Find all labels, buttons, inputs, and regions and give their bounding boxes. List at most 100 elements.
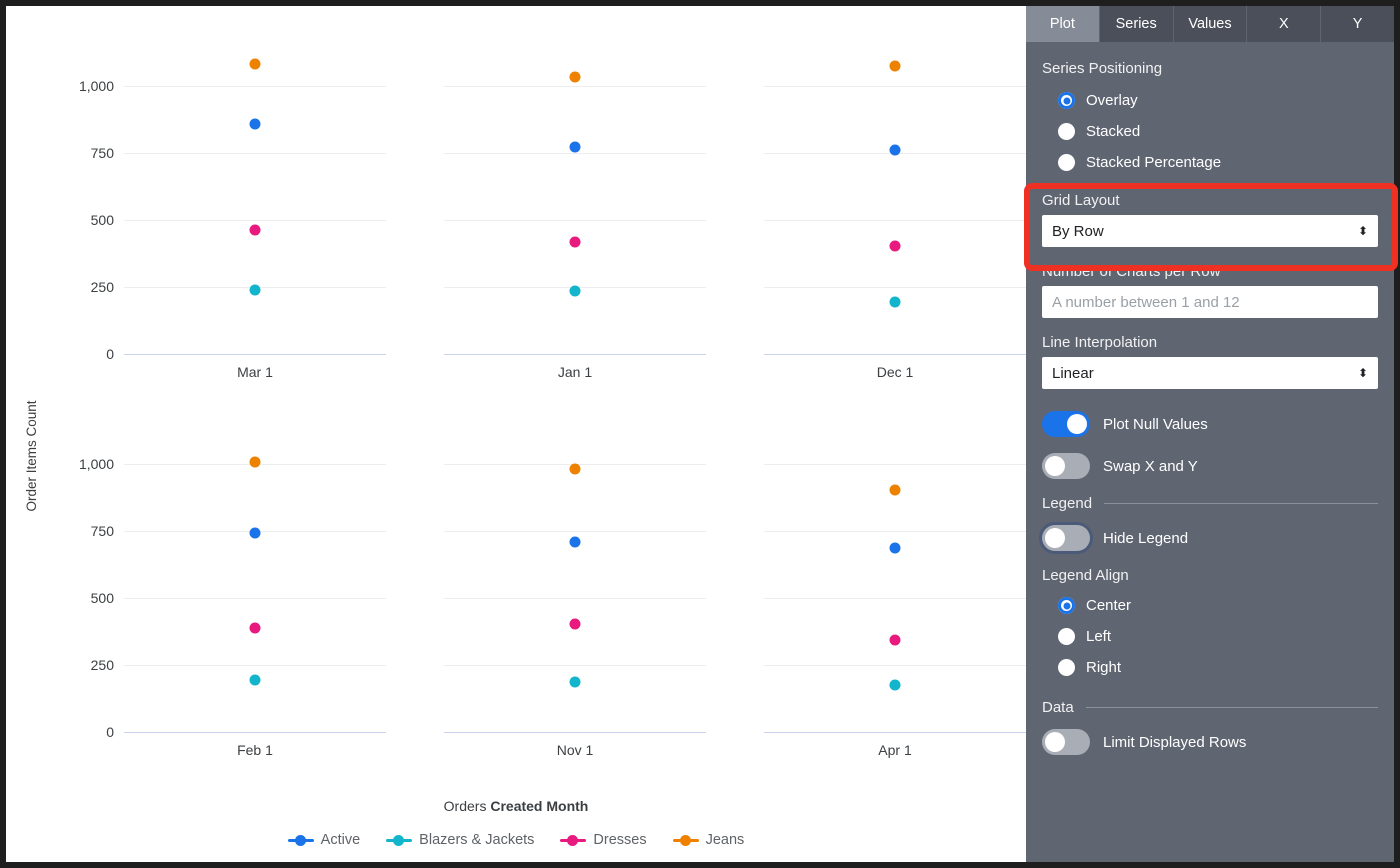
section-divider [1104, 503, 1378, 504]
data-point[interactable] [889, 679, 901, 691]
gridline [444, 153, 706, 154]
legend-item-label: Jeans [705, 832, 745, 848]
legend-align-label: Legend Align [1042, 567, 1129, 584]
limit-displayed-rows-row[interactable]: Limit Displayed Rows [1042, 729, 1378, 755]
toggle-knob-icon [1067, 414, 1087, 434]
legend-section-header: Legend [1042, 495, 1378, 512]
data-point[interactable] [569, 236, 581, 248]
data-point[interactable] [249, 284, 261, 296]
charts-per-row-input[interactable]: A number between 1 and 12 [1042, 286, 1378, 318]
radio-legend-center-label: Center [1086, 597, 1132, 614]
tab-values[interactable]: Values [1174, 6, 1248, 42]
chart-panel: Nov 1 [386, 398, 706, 778]
data-point[interactable] [889, 240, 901, 252]
radio-stacked[interactable]: Stacked [1042, 116, 1378, 147]
legend-item-label: Dresses [593, 832, 647, 848]
toggle-knob-icon [1045, 456, 1065, 476]
gridline [444, 86, 706, 87]
gridline [764, 598, 1026, 599]
legend-marker-icon [560, 834, 587, 846]
gridline [764, 86, 1026, 87]
chart-panel: 0 250 500 750 1,000 Feb 1 [66, 398, 386, 778]
toggle-knob-icon [1045, 528, 1065, 548]
data-point[interactable] [569, 463, 581, 475]
chart-panel: Jan 1 [386, 20, 706, 400]
charts-per-row-placeholder: A number between 1 and 12 [1052, 293, 1240, 311]
radio-legend-center[interactable]: Center [1042, 590, 1378, 621]
data-point[interactable] [889, 634, 901, 646]
gridline [764, 531, 1026, 532]
settings-panel: Plot Series Values X Y Series Positionin… [1026, 6, 1394, 862]
radio-stacked-percentage[interactable]: Stacked Percentage [1042, 147, 1378, 178]
tab-series[interactable]: Series [1100, 6, 1174, 42]
x-axis-title-lead: Orders [443, 798, 491, 814]
data-point[interactable] [569, 285, 581, 297]
gridline [764, 220, 1026, 221]
swap-x-and-y-toggle[interactable] [1042, 453, 1090, 479]
radio-legend-left-label: Left [1086, 628, 1112, 645]
data-point[interactable] [569, 618, 581, 630]
data-point[interactable] [889, 60, 901, 72]
legend-item[interactable]: Jeans [672, 832, 745, 848]
plot-box: 0 250 500 750 1,000 [79, 398, 386, 740]
plot-null-values-toggle[interactable] [1042, 411, 1090, 437]
section-divider [1085, 707, 1378, 708]
data-point[interactable] [249, 456, 261, 468]
radio-legend-right[interactable]: Right [1042, 652, 1378, 683]
hide-legend-toggle[interactable] [1042, 525, 1090, 551]
radio-stacked-label: Stacked [1086, 123, 1141, 140]
y-axis-tick-label: 1,000 [78, 78, 114, 94]
legend-item[interactable]: Dresses [560, 832, 647, 848]
x-axis-tick-label: Dec 1 [876, 364, 914, 380]
radio-legend-left[interactable]: Left [1042, 621, 1378, 652]
data-point[interactable] [569, 71, 581, 83]
x-axis-title-strong: Created Month [490, 798, 589, 814]
limit-displayed-rows-toggle[interactable] [1042, 729, 1090, 755]
data-point[interactable] [249, 674, 261, 686]
grid-layout-select[interactable]: By Row ⬍ [1042, 215, 1378, 247]
x-axis-tick-label: Apr 1 [878, 742, 912, 758]
legend-marker-icon [287, 834, 314, 846]
data-point[interactable] [249, 58, 261, 70]
plot-box: 0 250 500 750 1,000 [79, 20, 386, 362]
gridline [444, 354, 706, 355]
legend-item[interactable]: Active [287, 832, 360, 848]
data-point[interactable] [889, 144, 901, 156]
tab-y[interactable]: Y [1321, 6, 1394, 42]
legend-section-label: Legend [1042, 495, 1093, 512]
plot-null-values-row[interactable]: Plot Null Values [1042, 411, 1378, 437]
hide-legend-row[interactable]: Hide Legend [1042, 525, 1378, 551]
data-point[interactable] [249, 224, 261, 236]
settings-tabbar: Plot Series Values X Y [1026, 6, 1394, 42]
data-point[interactable] [889, 484, 901, 496]
tab-x-label: X [1278, 16, 1289, 32]
x-axis-tick-label: Mar 1 [237, 364, 273, 380]
swap-x-and-y-label: Swap X and Y [1103, 457, 1198, 475]
y-axis-tick-label: 750 [90, 523, 114, 539]
tab-plot[interactable]: Plot [1026, 6, 1100, 42]
data-point[interactable] [569, 141, 581, 153]
line-interpolation-select[interactable]: Linear ⬍ [1042, 357, 1378, 389]
gridline [444, 220, 706, 221]
y-axis-tick-label: 750 [90, 145, 114, 161]
settings-body: Series Positioning Overlay Stacked Stack… [1026, 42, 1394, 755]
data-point[interactable] [569, 676, 581, 688]
data-point[interactable] [249, 527, 261, 539]
tab-y-label: Y [1352, 16, 1363, 32]
data-point[interactable] [889, 296, 901, 308]
data-point[interactable] [249, 622, 261, 634]
legend-item[interactable]: Blazers & Jackets [386, 832, 534, 848]
radio-overlay[interactable]: Overlay [1042, 85, 1378, 116]
gridline [444, 732, 706, 733]
tab-values-label: Values [1188, 16, 1232, 32]
data-point[interactable] [889, 542, 901, 554]
radio-stacked-percentage-label: Stacked Percentage [1086, 154, 1222, 171]
chart-legend: Active Blazers & Jackets Dresses Jeans [6, 832, 1026, 848]
tab-x[interactable]: X [1247, 6, 1322, 42]
swap-x-and-y-row[interactable]: Swap X and Y [1042, 453, 1378, 479]
data-point[interactable] [249, 118, 261, 130]
plot-box [444, 398, 706, 733]
data-point[interactable] [569, 536, 581, 548]
legend-item-label: Blazers & Jackets [419, 832, 535, 848]
